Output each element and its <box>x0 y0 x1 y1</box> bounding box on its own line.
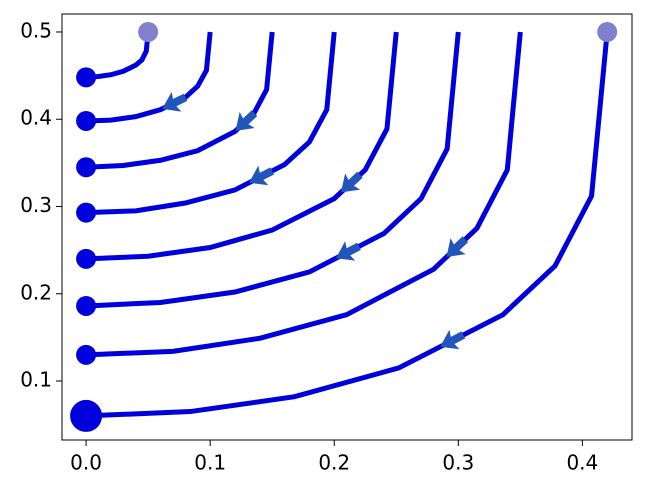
end-point <box>76 248 97 269</box>
end-point <box>76 344 97 365</box>
trajectory-line <box>85 31 337 216</box>
y-tick-label: 0.2 <box>20 280 52 304</box>
direction-arrow <box>446 236 469 258</box>
y-tick-label: 0.5 <box>20 18 52 42</box>
trajectory-line <box>85 31 151 80</box>
end-point <box>70 399 103 432</box>
direction-arrow <box>335 241 361 261</box>
end-point <box>76 110 97 131</box>
direction-arrow <box>340 171 363 193</box>
trajectory-line <box>85 31 399 262</box>
x-tick-label: 0.3 <box>442 451 474 475</box>
end-point <box>76 157 97 178</box>
plot-frame <box>61 13 633 441</box>
trajectory-line <box>85 31 275 170</box>
y-tick-label: 0.4 <box>20 106 52 130</box>
start-point <box>597 21 618 42</box>
start-point <box>138 21 159 42</box>
end-point <box>76 295 97 316</box>
end-point <box>76 67 97 88</box>
trajectory-line <box>85 31 610 419</box>
y-tick-label: 0.1 <box>20 368 52 392</box>
y-tick-label: 0.3 <box>20 193 52 217</box>
direction-arrow <box>235 110 258 131</box>
x-tick-label: 0.2 <box>318 451 350 475</box>
x-tick-label: 0.0 <box>70 451 102 475</box>
trajectory-line <box>85 31 523 358</box>
direction-arrow <box>162 91 188 112</box>
direction-arrow <box>440 329 466 350</box>
direction-arrow <box>249 165 275 186</box>
x-tick-label: 0.1 <box>194 451 226 475</box>
end-point <box>76 202 97 223</box>
x-tick-label: 0.4 <box>566 451 598 475</box>
